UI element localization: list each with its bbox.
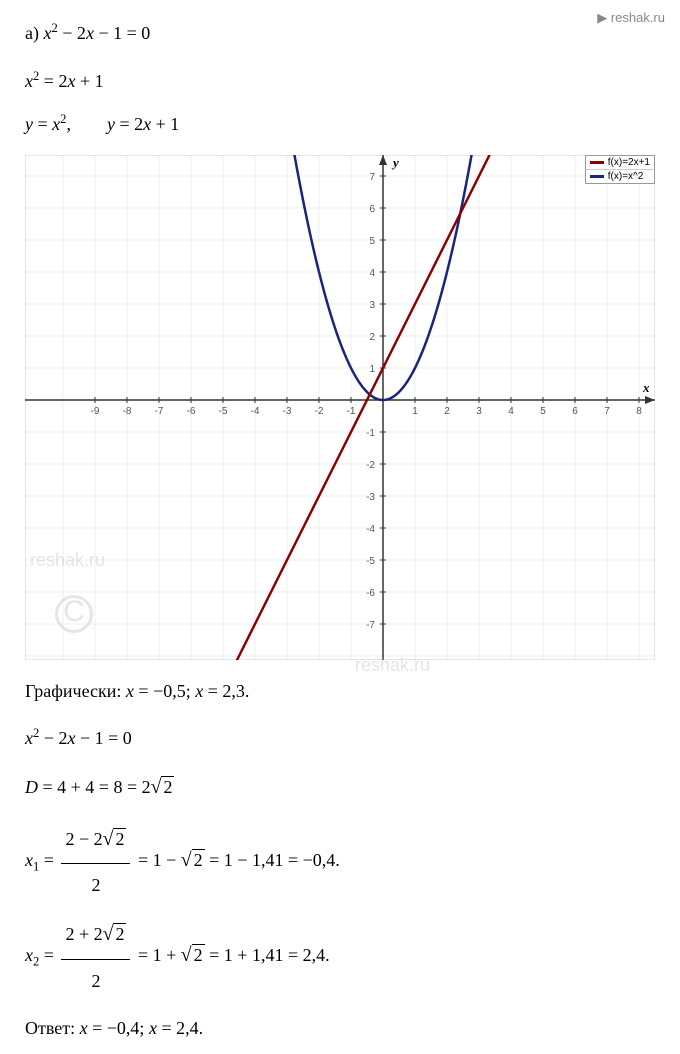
svg-text:x: x xyxy=(642,380,650,395)
svg-text:7: 7 xyxy=(604,406,610,417)
svg-text:-4: -4 xyxy=(366,524,375,535)
svg-text:5: 5 xyxy=(369,236,375,247)
svg-text:7: 7 xyxy=(369,172,375,183)
watermark-text-1: reshak.ru xyxy=(30,550,105,571)
problem-functions: y = x2, y = 2x + 1 xyxy=(25,105,655,145)
equation-repeat: x2 − 2x − 1 = 0 xyxy=(25,717,655,760)
svg-text:-2: -2 xyxy=(366,460,375,471)
site-link[interactable]: ▶ reshak.ru xyxy=(597,10,665,26)
svg-text:6: 6 xyxy=(369,204,375,215)
svg-text:5: 5 xyxy=(540,406,546,417)
svg-text:1: 1 xyxy=(412,406,418,417)
svg-text:3: 3 xyxy=(369,300,375,311)
svg-text:-1: -1 xyxy=(366,428,375,439)
svg-text:2: 2 xyxy=(369,332,375,343)
svg-text:8: 8 xyxy=(636,406,642,417)
root-1: x1 = 2 − 22 2 = 1 − 2 = 1 − 1,41 = −0,4. xyxy=(25,816,655,908)
root-2: x2 = 2 + 22 2 = 1 + 2 = 1 + 1,41 = 2,4. xyxy=(25,911,655,1003)
problem-equation-1: а) x2 − 2x − 1 = 0 xyxy=(25,14,150,54)
svg-text:2: 2 xyxy=(444,406,450,417)
graphical-result: Графически: x = −0,5; x = 2,3. xyxy=(25,670,655,713)
watermark-copyright-icon: C xyxy=(55,595,93,633)
svg-text:-6: -6 xyxy=(366,588,375,599)
svg-text:4: 4 xyxy=(369,268,375,279)
svg-text:-5: -5 xyxy=(219,406,228,417)
svg-text:y: y xyxy=(391,155,399,170)
chart-svg: -9 -8 -7 -6 -5 -4 -3 -2 -1 1 2 3 4 5 6 7 8 -7 -6 -5 -4 -3 -2 -1… xyxy=(25,155,655,660)
discriminant: D = 4 + 4 = 8 = 22 xyxy=(25,764,655,812)
svg-text:-3: -3 xyxy=(283,406,292,417)
svg-text:3: 3 xyxy=(476,406,482,417)
svg-text:-4: -4 xyxy=(251,406,260,417)
svg-text:-3: -3 xyxy=(366,492,375,503)
svg-text:-6: -6 xyxy=(187,406,196,417)
svg-text:-1: -1 xyxy=(347,406,356,417)
legend-item-parabola: f(x)=x^2 xyxy=(586,170,654,183)
legend-item-line: f(x)=2x+1 xyxy=(586,156,654,170)
watermark-text-2: reshak.ru xyxy=(355,655,430,676)
svg-text:6: 6 xyxy=(572,406,578,417)
svg-text:-7: -7 xyxy=(155,406,164,417)
svg-text:4: 4 xyxy=(508,406,514,417)
svg-text:-8: -8 xyxy=(123,406,132,417)
chart: -9 -8 -7 -6 -5 -4 -3 -2 -1 1 2 3 4 5 6 7 8 -7 -6 -5 -4 -3 -2 -1… xyxy=(25,155,655,660)
answer: Ответ: x = −0,4; x = 2,4. xyxy=(25,1007,655,1050)
svg-text:-2: -2 xyxy=(315,406,324,417)
svg-text:1: 1 xyxy=(369,364,375,375)
svg-text:-7: -7 xyxy=(366,620,375,631)
svg-text:-5: -5 xyxy=(366,556,375,567)
problem-equation-2: x2 = 2x + 1 xyxy=(25,62,655,102)
svg-text:-9: -9 xyxy=(91,406,100,417)
chart-legend: f(x)=2x+1 f(x)=x^2 xyxy=(585,155,655,184)
